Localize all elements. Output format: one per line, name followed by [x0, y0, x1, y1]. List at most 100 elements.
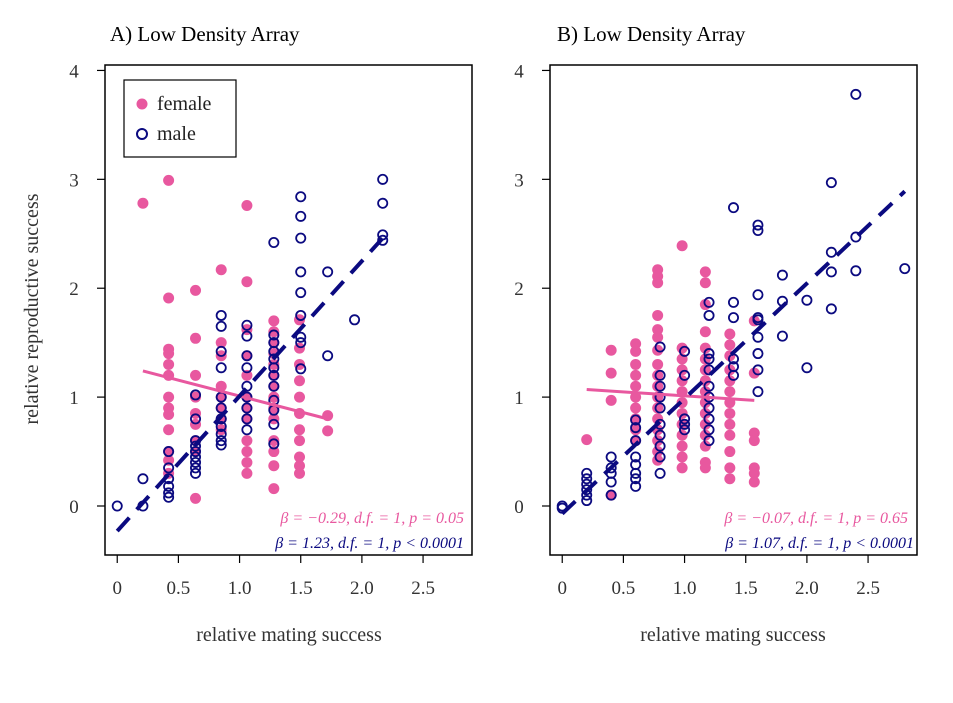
male-point	[605, 451, 617, 463]
female-point	[676, 418, 688, 430]
female-point	[268, 435, 280, 447]
male-point	[654, 402, 666, 414]
female-point	[294, 424, 306, 436]
male-point	[654, 391, 666, 403]
female-point	[724, 375, 736, 387]
panel-a-trend-lines	[115, 236, 385, 533]
male-point	[215, 439, 227, 451]
female-point	[652, 324, 664, 336]
female-point	[190, 391, 202, 403]
female-point	[241, 402, 253, 414]
female-point	[699, 364, 711, 376]
male-point	[752, 331, 764, 343]
male-point	[163, 480, 175, 492]
male-point	[215, 402, 227, 414]
x-tick-label: 2.5	[856, 578, 880, 599]
legend: female male	[123, 79, 237, 158]
male-point	[630, 422, 642, 434]
male-point	[801, 362, 813, 374]
male-point	[630, 473, 642, 485]
female-point	[676, 440, 688, 452]
male-point	[703, 309, 715, 321]
y-tick-label: 1	[69, 388, 79, 409]
male-point	[581, 484, 593, 496]
male-point	[111, 500, 123, 512]
male-point	[163, 446, 175, 458]
female-point	[268, 460, 280, 472]
female-point	[699, 397, 711, 409]
female-point	[163, 446, 175, 458]
female-point	[268, 391, 280, 403]
male-point	[268, 329, 280, 341]
female-point	[699, 440, 711, 452]
male-point	[295, 191, 307, 203]
male-point	[776, 269, 788, 281]
male-point	[605, 462, 617, 474]
male-point	[268, 380, 280, 392]
male-point	[776, 330, 788, 342]
male-point	[703, 413, 715, 425]
female-point	[724, 407, 736, 419]
female-point	[268, 369, 280, 381]
male-point	[752, 386, 764, 398]
male-point	[679, 424, 691, 436]
x-tick-label: 2.0	[350, 578, 374, 599]
female-point	[163, 174, 175, 186]
female-point	[294, 451, 306, 463]
female-point	[676, 375, 688, 387]
y-tick-label: 0	[514, 497, 524, 518]
male-point	[605, 489, 617, 501]
y-tick-label: 4	[69, 61, 79, 82]
male-point	[190, 467, 202, 479]
x-tick-label: 2.0	[795, 578, 819, 599]
panel-a-female-stat: β = −0.29, d.f. = 1, p = 0.05	[279, 510, 464, 527]
female-point	[605, 394, 617, 406]
female-point	[163, 348, 175, 360]
x-tick-label: 0	[112, 578, 122, 599]
male-point	[850, 231, 862, 243]
male-point	[825, 246, 837, 258]
male-point	[703, 424, 715, 436]
female-point	[241, 369, 253, 381]
female-point	[241, 199, 253, 211]
legend-male-marker	[136, 128, 148, 140]
male-point	[654, 429, 666, 441]
female-point	[676, 451, 688, 463]
male-point	[295, 309, 307, 321]
female-point	[748, 467, 760, 479]
male-point	[295, 287, 307, 299]
female-point	[630, 345, 642, 357]
male-point	[215, 345, 227, 357]
female-point	[241, 467, 253, 479]
male-point	[654, 451, 666, 463]
y-tick-label: 3	[514, 170, 524, 191]
female-point	[630, 380, 642, 392]
male-point	[654, 369, 666, 381]
female-point	[630, 402, 642, 414]
female-point	[724, 418, 736, 430]
male-point	[241, 424, 253, 436]
female-point	[190, 369, 202, 381]
female-point	[652, 435, 664, 447]
female-point	[163, 454, 175, 466]
male-point	[349, 314, 361, 326]
male-point	[268, 438, 280, 450]
male-point	[752, 348, 764, 360]
male-point	[728, 202, 740, 214]
female-point	[163, 391, 175, 403]
female-point	[652, 277, 664, 289]
male-point	[241, 362, 253, 374]
female-point	[748, 435, 760, 447]
female-point	[630, 358, 642, 370]
x-tick-label: 1.5	[289, 578, 313, 599]
female-point	[605, 367, 617, 379]
female-point	[241, 435, 253, 447]
male-point	[703, 348, 715, 360]
male-point	[679, 413, 691, 425]
female-point	[268, 483, 280, 495]
female-point	[322, 425, 334, 437]
female-point	[294, 467, 306, 479]
male-point	[850, 265, 862, 277]
male-point	[899, 263, 911, 275]
male-point	[654, 341, 666, 353]
